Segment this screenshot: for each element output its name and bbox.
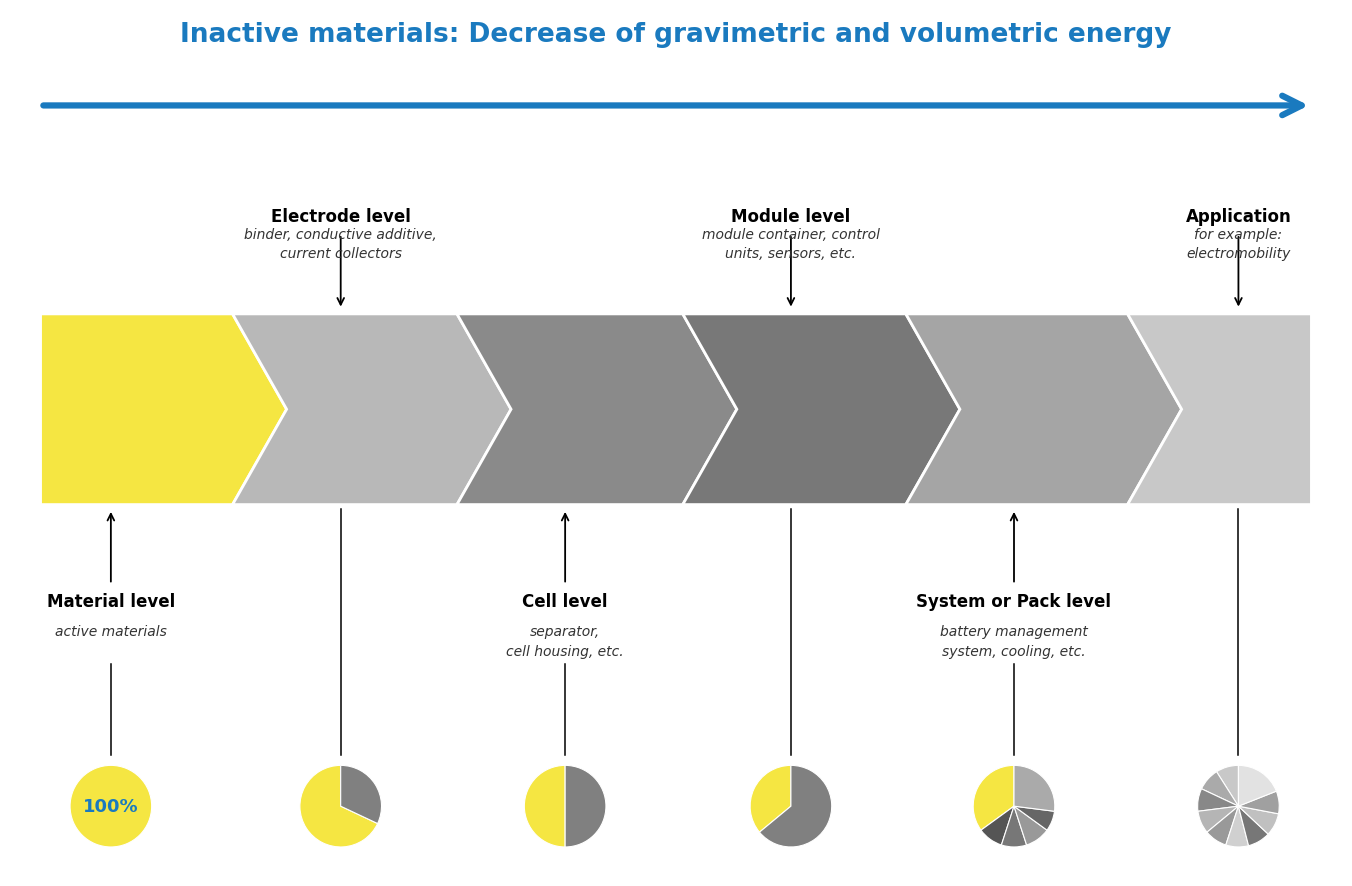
Wedge shape — [1014, 806, 1046, 845]
Wedge shape — [1014, 806, 1055, 830]
Polygon shape — [41, 315, 287, 505]
Wedge shape — [525, 766, 565, 847]
Wedge shape — [750, 766, 791, 832]
Text: battery management
system, cooling, etc.: battery management system, cooling, etc. — [940, 625, 1088, 658]
Wedge shape — [982, 806, 1014, 845]
Wedge shape — [1207, 806, 1238, 845]
Text: Cell level: Cell level — [522, 592, 608, 610]
Text: separator,
cell housing, etc.: separator, cell housing, etc. — [506, 625, 625, 658]
Wedge shape — [1217, 766, 1238, 806]
Wedge shape — [565, 766, 606, 847]
Wedge shape — [1238, 806, 1279, 834]
Polygon shape — [457, 315, 737, 505]
Wedge shape — [1238, 766, 1276, 806]
Wedge shape — [760, 766, 831, 847]
Polygon shape — [683, 315, 960, 505]
Wedge shape — [300, 766, 377, 847]
Text: active materials: active materials — [55, 625, 166, 639]
Wedge shape — [1002, 806, 1026, 847]
Wedge shape — [70, 766, 151, 847]
Wedge shape — [1202, 772, 1238, 806]
Wedge shape — [1238, 791, 1279, 814]
Text: 100%: 100% — [82, 797, 139, 815]
Text: Application: Application — [1186, 208, 1291, 226]
Text: System or Pack level: System or Pack level — [917, 592, 1111, 610]
Text: for example:
electromobility: for example: electromobility — [1186, 228, 1291, 261]
Polygon shape — [906, 315, 1182, 505]
Text: Material level: Material level — [47, 592, 174, 610]
Text: Electrode level: Electrode level — [270, 208, 411, 226]
Wedge shape — [1014, 766, 1055, 812]
Wedge shape — [1238, 806, 1268, 846]
Text: binder, conductive additive,
current collectors: binder, conductive additive, current col… — [245, 228, 437, 261]
Wedge shape — [341, 766, 381, 824]
Text: Module level: Module level — [731, 208, 850, 226]
Wedge shape — [1198, 789, 1238, 812]
Text: Inactive materials: Decrease of gravimetric and volumetric energy: Inactive materials: Decrease of gravimet… — [180, 22, 1172, 48]
Wedge shape — [1226, 806, 1249, 847]
Polygon shape — [233, 315, 511, 505]
Wedge shape — [1198, 806, 1238, 832]
Text: module container, control
units, sensors, etc.: module container, control units, sensors… — [702, 228, 880, 261]
Wedge shape — [973, 766, 1014, 830]
Polygon shape — [1128, 315, 1311, 505]
